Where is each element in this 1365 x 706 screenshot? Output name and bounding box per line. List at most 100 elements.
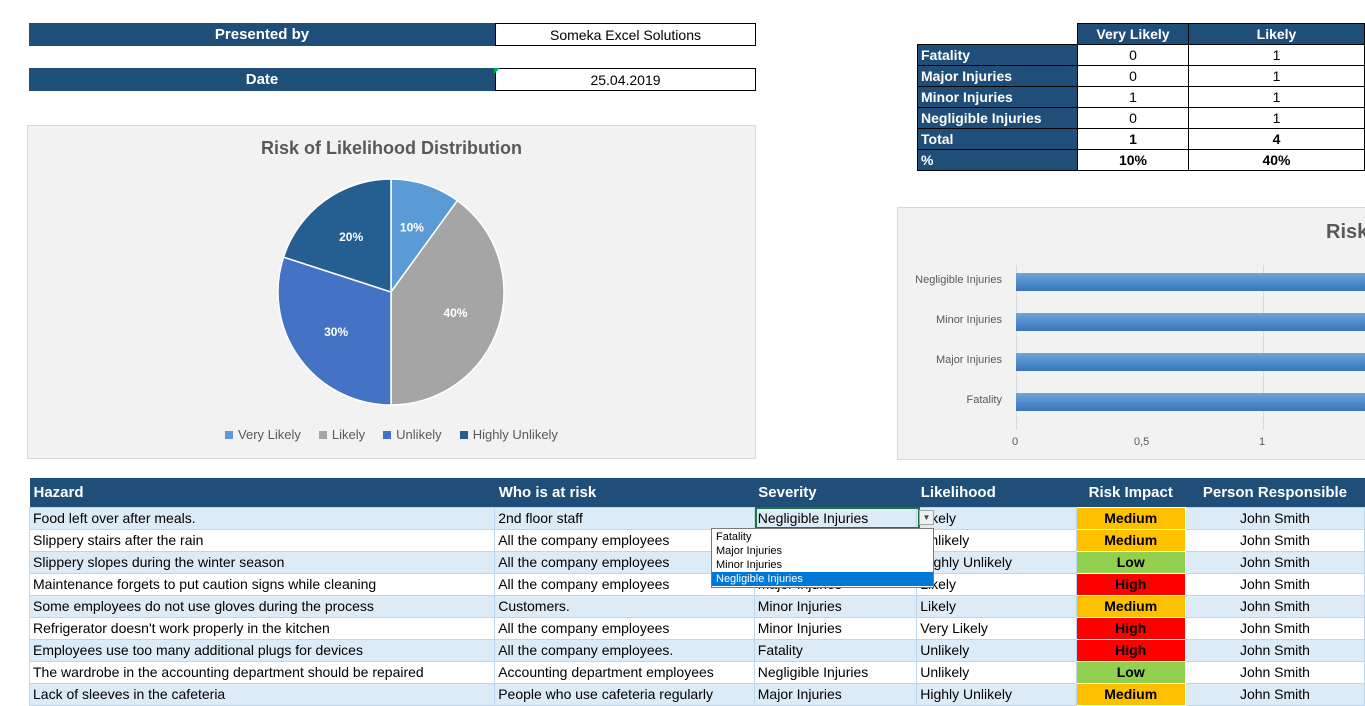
cell-likelihood[interactable]: Highly Unlikely	[916, 550, 1077, 574]
date-label: Date	[29, 68, 495, 91]
cell-hazard[interactable]: Slippery slopes during the winter season	[28, 550, 496, 574]
dropdown-option[interactable]: Negligible Injuries	[712, 572, 933, 586]
cell-likelihood[interactable]: Unlikely	[916, 638, 1077, 662]
summary-cell[interactable]: 1	[1188, 65, 1365, 87]
cell-risk-impact[interactable]: Medium	[1075, 528, 1186, 552]
cell-person-responsible[interactable]: John Smith	[1184, 550, 1365, 574]
summary-cell[interactable]: 0	[1077, 107, 1189, 129]
legend-label: Highly Unlikely	[472, 427, 558, 442]
cell-person-responsible[interactable]: John Smith	[1184, 572, 1365, 596]
summary-cell[interactable]: 1	[1188, 107, 1365, 129]
cell-hazard[interactable]: Refrigerator doesn't work properly in th…	[28, 616, 496, 640]
cell-person-responsible[interactable]: John Smith	[1184, 594, 1365, 618]
cell-person-responsible[interactable]: John Smith	[1184, 638, 1365, 662]
cell-risk-impact[interactable]: Low	[1075, 550, 1186, 574]
summary-cell[interactable]: 10%	[1077, 149, 1189, 171]
cell-who-at-risk[interactable]: Customers.	[494, 594, 755, 618]
column-header-person-responsible[interactable]: Person Responsible	[1185, 478, 1365, 507]
cell-severity[interactable]: Fatality	[753, 638, 918, 662]
cell-severity[interactable]: Minor Injuries	[753, 594, 918, 618]
cell-severity[interactable]: Major Injuries	[753, 682, 918, 706]
legend-swatch	[225, 430, 234, 439]
cell-risk-impact[interactable]: High	[1075, 616, 1186, 640]
cell-risk-impact[interactable]: Medium	[1075, 506, 1186, 530]
date-value[interactable]: 25.04.2019	[495, 68, 756, 91]
cell-person-responsible[interactable]: John Smith	[1184, 660, 1365, 684]
risk-table: Hazard Who is at risk Severity Likelihood Ri…	[28, 478, 1365, 706]
bar-axis-tick: 0	[1012, 436, 1019, 448]
cell-risk-impact[interactable]: Medium	[1075, 682, 1186, 706]
column-header-severity[interactable]: Severity	[754, 478, 917, 507]
cell-severity[interactable]: Minor Injuries	[753, 616, 918, 640]
cell-who-at-risk[interactable]: 2nd floor staff	[494, 506, 755, 530]
cell-hazard[interactable]: Food left over after meals.	[28, 506, 496, 530]
column-header-likelihood[interactable]: Likelihood	[916, 478, 1077, 507]
pie-slice-very-likely[interactable]	[390, 178, 459, 295]
summary-cell[interactable]: 0	[1077, 44, 1189, 66]
summary-cell[interactable]: 0	[1077, 65, 1189, 87]
cell-risk-impact[interactable]: Medium	[1075, 594, 1186, 618]
cell-hazard[interactable]: Slippery stairs after the rain	[28, 528, 496, 552]
cell-risk-impact[interactable]: High	[1075, 572, 1186, 596]
bar-negligible-injuries[interactable]	[1016, 273, 1365, 291]
cell-person-responsible[interactable]: John Smith	[1184, 616, 1365, 640]
bar-gridline	[1016, 265, 1017, 430]
cell-who-at-risk[interactable]: All the company employees.	[494, 638, 755, 662]
cell-person-responsible[interactable]: John Smith	[1184, 506, 1365, 530]
summary-cell[interactable]: 1	[1188, 86, 1365, 108]
column-header-hazard[interactable]: Hazard	[29, 478, 495, 507]
cell-likelihood[interactable]: Likely	[916, 506, 1077, 530]
cell-risk-impact[interactable]: High	[1075, 638, 1186, 662]
cell-likelihood[interactable]: Likely	[916, 572, 1077, 596]
dropdown-option[interactable]: Major Injuries	[716, 545, 783, 557]
dropdown-option[interactable]: Fatality	[716, 531, 752, 543]
cell-who-at-risk[interactable]: People who use cafeteria regularly	[494, 682, 755, 706]
cell-likelihood[interactable]: Likely	[916, 594, 1077, 618]
table-row: Some employees do not use gloves during …	[28, 594, 1365, 618]
cell-hazard[interactable]: Employees use too many additional plugs …	[28, 638, 496, 662]
cell-hazard[interactable]: The wardrobe in the accounting departmen…	[28, 660, 496, 684]
summary-cell[interactable]: 4	[1188, 128, 1365, 150]
dropdown-arrow-icon[interactable]: ▼	[919, 510, 934, 525]
pie-chart-panel[interactable]: Risk of Likelihood Distribution 10% 40% 30…	[27, 125, 756, 459]
cell-likelihood[interactable]: Unlikely	[916, 528, 1077, 552]
cell-likelihood[interactable]: Very Likely	[916, 616, 1077, 640]
bar-category-label: Major Injuries	[935, 354, 1002, 366]
summary-cell[interactable]: 1	[1077, 128, 1189, 150]
dropdown-option[interactable]: Minor Injuries	[716, 559, 783, 571]
cell-severity[interactable]: Negligible Injuries	[753, 660, 918, 684]
bar-fatality[interactable]	[1016, 393, 1365, 411]
pie-slice-highly-unlikely[interactable]	[282, 178, 392, 294]
cell-person-responsible[interactable]: John Smith	[1184, 528, 1365, 552]
summary-cell[interactable]: 40%	[1188, 149, 1365, 171]
cell-severity[interactable]: Negligible Injuries	[753, 506, 918, 530]
cell-likelihood[interactable]: Highly Unlikely	[916, 682, 1077, 706]
pie-chart: 10% 40% 30% 20%	[277, 178, 505, 406]
bar-major-injuries[interactable]	[1016, 353, 1365, 371]
severity-dropdown-list[interactable]: Fatality Major Injuries Minor Injuries Negl…	[711, 528, 934, 588]
column-header-risk-impact[interactable]: Risk Impact	[1076, 478, 1186, 507]
pie-slice-unlikely[interactable]	[277, 256, 392, 406]
cell-who-at-risk[interactable]: All the company employees	[494, 528, 755, 552]
bar-minor-injuries[interactable]	[1016, 313, 1365, 331]
pie-chart-title: Risk of Likelihood Distribution	[261, 138, 522, 158]
column-header-who-at-risk[interactable]: Who is at risk	[494, 478, 755, 507]
cell-likelihood[interactable]: Unlikely	[916, 660, 1077, 684]
cell-risk-impact[interactable]: Low	[1075, 660, 1186, 684]
bar-axis-tick: 1	[1259, 436, 1266, 448]
cell-hazard[interactable]: Maintenance forgets to put caution signs…	[28, 572, 496, 596]
presented-by-value[interactable]: Someka Excel Solutions	[495, 23, 756, 46]
pie-slice-likely[interactable]	[390, 199, 505, 406]
cell-person-responsible[interactable]: John Smith	[1184, 682, 1365, 706]
summary-cell[interactable]: 1	[1077, 86, 1189, 108]
pie-legend: Very Likely Likely Unlikely Highly Unlikely	[28, 427, 755, 442]
cell-who-at-risk[interactable]: All the company employees	[494, 616, 755, 640]
cell-who-at-risk[interactable]: All the company employees	[494, 572, 755, 596]
cell-hazard[interactable]: Lack of sleeves in the cafeteria	[28, 682, 496, 706]
cell-hazard[interactable]: Some employees do not use gloves during …	[28, 594, 496, 618]
cell-who-at-risk[interactable]: Accounting department employees	[494, 660, 755, 684]
bar-chart-panel[interactable]: Risk Negligible Injuries Minor Injuries Ma…	[897, 207, 1365, 460]
summary-cell[interactable]: 1	[1188, 44, 1365, 66]
table-row: Food left over after meals. 2nd floor sta…	[28, 506, 1365, 530]
legend-swatch	[383, 430, 392, 439]
